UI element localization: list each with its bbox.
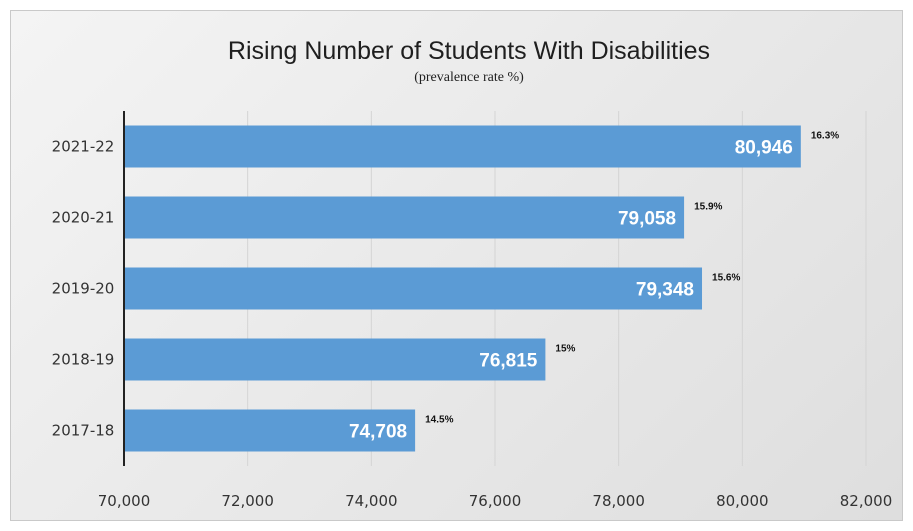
category-label: 2020-21 [52, 209, 115, 227]
bar-value-label: 79,058 [618, 209, 676, 230]
category-label: 2021-22 [52, 138, 115, 156]
category-label: 2017-18 [52, 422, 115, 440]
chart-subtitle: (prevalence rate %) [414, 70, 524, 85]
bar-value-label: 76,815 [479, 351, 538, 372]
axes: 70,000 72,000 74,000 76,000 78,000 80,000 82,0… [52, 111, 893, 510]
x-tick-label: 74,000 [345, 492, 398, 510]
x-tick-label: 76,000 [469, 492, 522, 510]
bar-chart: Rising Number of Students With Disabilit… [52, 37, 893, 510]
x-tick-label: 80,000 [716, 492, 769, 510]
category-label: 2018-19 [52, 351, 115, 369]
bar-value-label: 79,348 [636, 280, 694, 301]
x-tick-label: 82,000 [840, 492, 893, 510]
bar-value-label: 80,946 [735, 138, 793, 159]
chart-title: Rising Number of Students With Disabilit… [228, 37, 710, 65]
bar [124, 409, 416, 452]
bar [124, 125, 801, 168]
prevalence-rate-label: 14.5% [425, 415, 453, 426]
bars: 80,946 16.3% 79,058 15.9% 79,348 15.6% 76,815 1… [124, 125, 839, 452]
x-tick-label: 72,000 [221, 492, 274, 510]
bar [124, 267, 703, 310]
prevalence-rate-label: 15% [555, 344, 575, 355]
chart-frame: Rising Number of Students With Disabilit… [10, 10, 903, 521]
category-label: 2019-20 [52, 280, 115, 298]
x-tick-label: 70,000 [98, 492, 151, 510]
prevalence-rate-label: 16.3% [811, 131, 839, 142]
prevalence-rate-label: 15.9% [694, 202, 722, 213]
bar [124, 196, 685, 239]
prevalence-rate-label: 15.6% [712, 273, 740, 284]
x-tick-label: 78,000 [592, 492, 645, 510]
bar [124, 338, 546, 381]
bar-value-label: 74,708 [349, 422, 407, 443]
